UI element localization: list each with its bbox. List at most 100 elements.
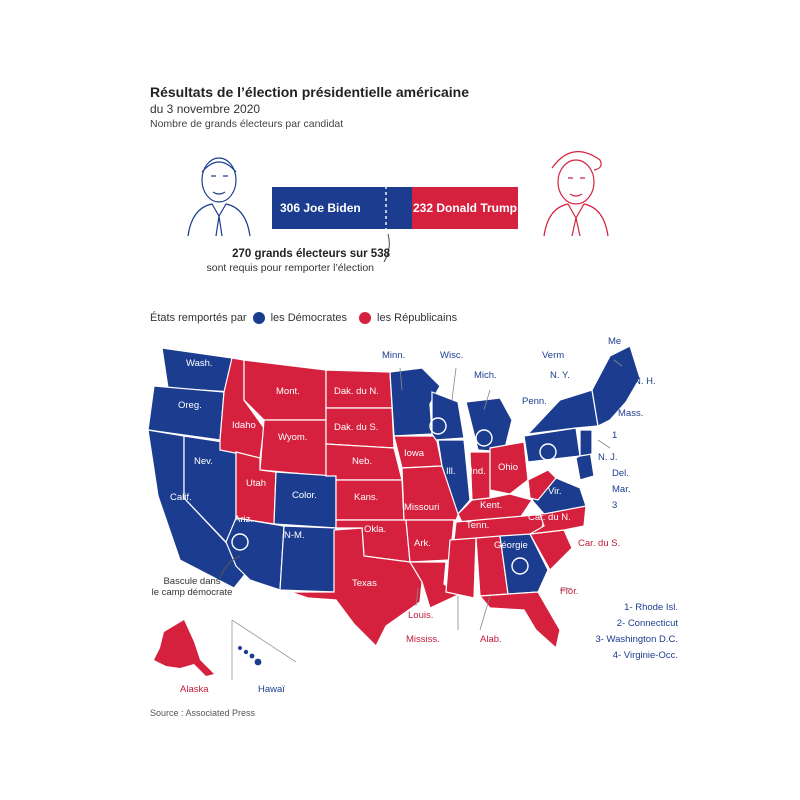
label-one: 1 <box>612 430 618 441</box>
label-nj: N. J. <box>598 452 618 463</box>
dem-bar-label: 306 Joe Biden <box>280 201 361 215</box>
label-louis: Louis. <box>408 610 434 621</box>
page-caption: Nombre de grands électeurs par candidat <box>150 118 344 130</box>
label-mar: Mar. <box>612 484 631 495</box>
label-wisc: Wisc. <box>440 350 464 361</box>
label-mich: Mich. <box>474 370 497 381</box>
state-illinois <box>437 439 471 516</box>
label-neb: Neb. <box>352 456 373 467</box>
swing-icon-wisconsin <box>429 417 447 435</box>
legend-dem-dot <box>252 312 265 324</box>
label-wyom: Wyom. <box>278 432 308 443</box>
threshold-line1: 270 grands électeurs sur 538 <box>232 248 390 260</box>
label-carn: Car. du N. <box>528 512 571 523</box>
threshold-marker <box>383 186 390 263</box>
label-arizona: Ariz. <box>234 514 253 525</box>
label-verm: Verm <box>542 350 565 361</box>
label-kent: Kent. <box>480 500 503 511</box>
label-arik: Ark. <box>414 538 431 549</box>
page-subtitle: du 3 novembre 2020 <box>150 102 261 116</box>
label-mississ: Mississ. <box>406 634 440 645</box>
swing-note-line1: Bascule dans <box>163 576 221 587</box>
state-florida <box>478 591 561 650</box>
state-wisconsin <box>431 391 465 441</box>
label-tenn: Tenn. <box>466 520 490 531</box>
threshold-line2: sont requis pour remporter l’élection <box>206 262 375 274</box>
note-item: 4- Virginie-Occ. <box>612 650 678 661</box>
notes-list: 1- Rhode Isl. 2- Connecticut 3- Washingt… <box>560 600 678 664</box>
label-ind: Ind. <box>470 466 486 477</box>
label-idaho: Idaho <box>232 420 256 431</box>
label-color: Color. <box>292 490 317 501</box>
swing-icon-pennsylvania <box>539 443 557 461</box>
electoral-bar: 306 Joe Biden 232 Donald Trump <box>272 187 518 229</box>
label-ohio: Ohio <box>498 462 519 473</box>
label-nm: N-M. <box>284 530 305 541</box>
swing-note: Bascule dans le camp démocrate <box>144 576 240 598</box>
state-new-jersey <box>579 429 593 457</box>
label-mont: Mont. <box>276 386 300 397</box>
label-wash: Wash. <box>186 358 213 369</box>
rep-bar-label: 232 Donald Trump <box>412 201 518 215</box>
label-oreg: Oreg. <box>178 400 202 411</box>
inset-map <box>154 619 297 680</box>
label-minn: Minn. <box>382 350 406 361</box>
label-nh: N. H. <box>634 376 656 387</box>
label-daks: Dak. du S. <box>334 422 379 433</box>
state-ohio <box>489 441 529 495</box>
label-mass: Mass. <box>618 408 644 419</box>
label-calif: Calif. <box>170 492 192 503</box>
label-vir: Vir. <box>548 486 562 497</box>
state-west-virginia <box>527 469 557 501</box>
legend-rep-label: les Républicains <box>377 312 458 324</box>
state-mississippi <box>445 537 477 599</box>
label-four-map: 4 <box>524 478 530 489</box>
note-item: 3- Washington D.C. <box>595 634 678 645</box>
label-penn: Penn. <box>522 396 547 407</box>
label-flor: Flor. <box>560 586 579 597</box>
swing-icon-georgia <box>511 557 529 575</box>
rep-bar-segment: 232 Donald Trump <box>412 187 518 229</box>
label-iowa: Iowa <box>404 448 425 459</box>
legend-rep-dot <box>359 312 372 324</box>
us-map <box>147 345 641 650</box>
label-missouri: Missouri <box>404 502 440 513</box>
page-title: Résultats de l’élection présidentielle a… <box>150 84 470 100</box>
label-dakn: Dak. du N. <box>334 386 379 397</box>
label-alaska: Alaska <box>180 684 209 695</box>
label-texas: Texas <box>352 578 377 589</box>
label-okla: Okla. <box>364 524 387 535</box>
source-note: Source : Associated Press <box>150 708 256 718</box>
state-washington <box>161 347 233 393</box>
label-me: Me <box>608 336 622 347</box>
map-legend: États remportés par les Démocrates les R… <box>150 312 457 324</box>
label-utah: Utah <box>246 478 267 489</box>
state-alaska <box>154 620 214 676</box>
legend-prefix: États remportés par <box>150 312 247 324</box>
label-del: Del. <box>612 468 629 479</box>
label-nev: Nev. <box>194 456 213 467</box>
state-wyoming <box>259 419 327 477</box>
state-texas <box>289 527 423 648</box>
label-ny: N. Y. <box>550 370 570 381</box>
swing-icon-michigan <box>475 429 493 447</box>
dem-bar-segment: 306 Joe Biden <box>272 187 412 229</box>
state-hawaii <box>238 646 262 666</box>
note-item: 2- Connecticut <box>616 618 678 629</box>
swing-note-line2: le camp démocrate <box>151 587 233 598</box>
state-new-england <box>591 345 641 427</box>
legend-dem-label: les Démocrates <box>270 312 348 324</box>
label-kans: Kans. <box>354 492 379 503</box>
label-cars: Car. du S. <box>578 538 621 549</box>
biden-portrait-icon <box>187 157 251 237</box>
swing-icon-arizona <box>231 533 249 551</box>
label-georgie: Géorgie <box>494 540 528 551</box>
trump-portrait-icon <box>543 151 609 237</box>
note-item: 1- Rhode Isl. <box>624 602 678 613</box>
label-ill: Ill. <box>446 466 456 477</box>
label-three: 3 <box>612 500 618 511</box>
swing-note-pointer <box>219 555 241 579</box>
state-georgia <box>499 533 549 595</box>
label-hawaii: Hawaï <box>258 684 285 695</box>
label-alab: Alab. <box>480 634 502 645</box>
